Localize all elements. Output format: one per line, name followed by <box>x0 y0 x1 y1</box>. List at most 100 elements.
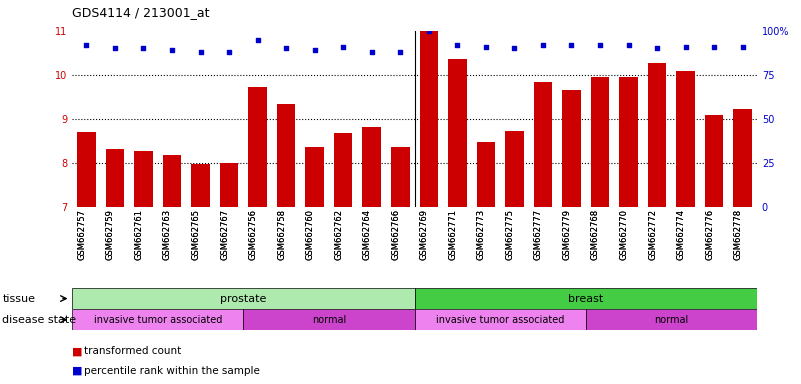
Text: GSM662769: GSM662769 <box>420 209 429 260</box>
Point <box>194 49 207 55</box>
Point <box>80 42 93 48</box>
Text: GSM662775: GSM662775 <box>505 209 514 260</box>
Text: GSM662770: GSM662770 <box>619 209 629 260</box>
Text: GSM662767: GSM662767 <box>220 209 229 260</box>
Text: GSM662776: GSM662776 <box>705 209 714 260</box>
Text: GSM662772: GSM662772 <box>648 209 657 260</box>
Point <box>537 42 549 48</box>
Text: GSM662763: GSM662763 <box>163 209 172 260</box>
Text: GSM662779: GSM662779 <box>562 209 571 260</box>
Bar <box>586 309 757 330</box>
Text: GSM662773: GSM662773 <box>477 209 486 260</box>
Text: GSM662775: GSM662775 <box>505 209 514 260</box>
Point <box>252 36 264 43</box>
Bar <box>244 309 415 330</box>
Bar <box>448 60 467 207</box>
Point <box>508 45 521 51</box>
Point <box>394 49 407 55</box>
Point <box>451 42 464 48</box>
Point <box>108 45 121 51</box>
Point <box>223 49 235 55</box>
Text: GSM662774: GSM662774 <box>677 209 686 260</box>
Text: GSM662758: GSM662758 <box>277 209 286 260</box>
Point <box>280 45 292 51</box>
Text: GSM662766: GSM662766 <box>391 209 400 260</box>
Bar <box>72 309 244 330</box>
Text: GSM662773: GSM662773 <box>477 209 486 260</box>
Bar <box>106 149 124 207</box>
Text: GSM662771: GSM662771 <box>449 209 457 260</box>
Text: GSM662768: GSM662768 <box>591 209 600 260</box>
Text: GSM662758: GSM662758 <box>277 209 286 260</box>
Text: percentile rank within the sample: percentile rank within the sample <box>84 366 260 376</box>
Text: GSM662763: GSM662763 <box>163 209 172 260</box>
Bar <box>415 288 757 309</box>
Point <box>308 47 321 53</box>
Point <box>594 42 606 48</box>
Text: GSM662771: GSM662771 <box>449 209 457 260</box>
Text: GSM662756: GSM662756 <box>248 209 258 260</box>
Text: ■: ■ <box>72 346 86 356</box>
Text: GSM662764: GSM662764 <box>363 209 372 260</box>
Text: GSM662777: GSM662777 <box>534 209 543 260</box>
Text: tissue: tissue <box>2 293 35 304</box>
Point <box>650 45 663 51</box>
Bar <box>676 71 695 207</box>
Point <box>679 43 692 50</box>
Text: GSM662756: GSM662756 <box>248 209 258 260</box>
Bar <box>562 90 581 207</box>
Text: GSM662778: GSM662778 <box>734 209 743 260</box>
Text: GSM662772: GSM662772 <box>648 209 657 260</box>
Bar <box>77 132 95 207</box>
Text: prostate: prostate <box>220 293 267 304</box>
Text: GSM662765: GSM662765 <box>191 209 200 260</box>
Text: GSM662764: GSM662764 <box>363 209 372 260</box>
Text: GDS4114 / 213001_at: GDS4114 / 213001_at <box>72 6 210 19</box>
Bar <box>477 142 495 207</box>
Bar <box>705 115 723 207</box>
Text: GSM662757: GSM662757 <box>78 209 87 260</box>
Bar <box>334 133 352 207</box>
Text: GSM662760: GSM662760 <box>306 209 315 260</box>
Bar <box>415 309 586 330</box>
Text: GSM662757: GSM662757 <box>78 209 87 260</box>
Text: GSM662776: GSM662776 <box>705 209 714 260</box>
Bar <box>533 83 552 207</box>
Text: GSM662759: GSM662759 <box>106 209 115 260</box>
Text: GSM662779: GSM662779 <box>562 209 571 260</box>
Bar <box>72 288 415 309</box>
Text: GSM662762: GSM662762 <box>334 209 343 260</box>
Bar <box>191 164 210 207</box>
Text: GSM662778: GSM662778 <box>734 209 743 260</box>
Bar <box>362 127 381 207</box>
Text: invasive tumor associated: invasive tumor associated <box>436 314 565 325</box>
Point <box>708 43 721 50</box>
Point <box>422 28 435 34</box>
Text: GSM662768: GSM662768 <box>591 209 600 260</box>
Bar <box>277 104 296 207</box>
Text: breast: breast <box>568 293 603 304</box>
Text: GSM662760: GSM662760 <box>306 209 315 260</box>
Point <box>622 42 635 48</box>
Text: GSM662759: GSM662759 <box>106 209 115 260</box>
Bar <box>134 151 153 207</box>
Text: disease state: disease state <box>2 314 77 325</box>
Point <box>166 47 179 53</box>
Point <box>480 43 493 50</box>
Text: GSM662765: GSM662765 <box>191 209 200 260</box>
Text: GSM662766: GSM662766 <box>391 209 400 260</box>
Text: GSM662777: GSM662777 <box>534 209 543 260</box>
Point <box>736 43 749 50</box>
Bar <box>505 131 524 207</box>
Bar <box>734 109 752 207</box>
Bar <box>305 147 324 207</box>
Bar <box>648 63 666 207</box>
Text: GSM662761: GSM662761 <box>135 209 143 260</box>
Bar <box>420 31 438 207</box>
Text: GSM662762: GSM662762 <box>334 209 343 260</box>
Point <box>365 49 378 55</box>
Text: GSM662761: GSM662761 <box>135 209 143 260</box>
Text: GSM662769: GSM662769 <box>420 209 429 260</box>
Bar <box>590 77 610 207</box>
Text: GSM662774: GSM662774 <box>677 209 686 260</box>
